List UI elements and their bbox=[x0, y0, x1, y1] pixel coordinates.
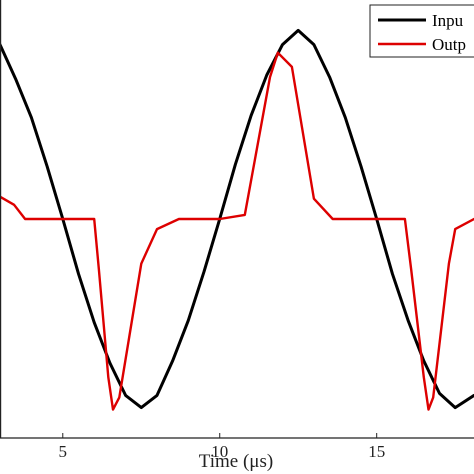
data-point-input-6 bbox=[93, 321, 95, 323]
data-point-input-17 bbox=[266, 74, 268, 76]
x-axis-label: Time (μs) bbox=[199, 451, 273, 472]
data-point-output-1 bbox=[13, 204, 15, 206]
plot-area bbox=[0, 28, 474, 411]
legend-label-input: Inpu bbox=[432, 11, 464, 30]
data-point-output-26 bbox=[454, 228, 456, 230]
legend-label-output: Outp bbox=[432, 35, 466, 54]
data-point-input-11 bbox=[172, 360, 174, 362]
data-point-output-8 bbox=[118, 396, 120, 398]
data-point-output-3 bbox=[62, 218, 64, 220]
data-point-input-9 bbox=[140, 407, 142, 409]
data-point-output-20 bbox=[404, 218, 406, 220]
data-point-input-3 bbox=[46, 165, 48, 167]
data-point-output-19 bbox=[376, 218, 378, 220]
data-point-output-16 bbox=[291, 66, 293, 68]
legend: Inpu Outp bbox=[369, 4, 474, 58]
data-point-output-15 bbox=[277, 52, 279, 54]
data-point-input-15 bbox=[234, 163, 236, 165]
data-point-output-6 bbox=[107, 376, 109, 378]
data-point-input-21 bbox=[329, 76, 331, 78]
data-point-output-17 bbox=[313, 198, 315, 200]
data-point-input-1 bbox=[15, 78, 17, 80]
data-point-input-26 bbox=[407, 319, 409, 321]
data-point-input-25 bbox=[391, 273, 393, 275]
data-point-output-11 bbox=[178, 218, 180, 220]
data-point-output-21 bbox=[410, 269, 412, 271]
data-point-output-5 bbox=[98, 269, 100, 271]
data-point-output-23 bbox=[427, 409, 430, 411]
data-point-output-25 bbox=[448, 263, 450, 265]
data-point-input-29 bbox=[454, 407, 456, 409]
data-point-output-9 bbox=[140, 263, 142, 265]
x-tick-label-15: 15 bbox=[368, 442, 385, 461]
data-point-input-5 bbox=[77, 273, 80, 275]
data-point-output-18 bbox=[332, 218, 334, 220]
data-point-input-10 bbox=[156, 394, 158, 396]
data-point-output-24 bbox=[432, 396, 434, 398]
data-point-input-19 bbox=[297, 29, 299, 31]
data-point-input-22 bbox=[344, 117, 346, 119]
data-point-output-12 bbox=[219, 218, 221, 220]
legend-box bbox=[369, 4, 474, 58]
data-point-input-8 bbox=[125, 394, 127, 396]
data-point-output-7 bbox=[112, 409, 114, 411]
data-point-input-2 bbox=[30, 117, 32, 119]
data-point-input-7 bbox=[109, 362, 111, 364]
data-point-output-10 bbox=[156, 228, 158, 230]
data-point-output-4 bbox=[93, 218, 95, 220]
data-point-input-23 bbox=[360, 165, 362, 167]
data-point-input-27 bbox=[423, 360, 425, 362]
x-tick-label-5: 5 bbox=[59, 442, 68, 461]
data-point-input-28 bbox=[438, 392, 441, 394]
data-point-output-13 bbox=[244, 214, 246, 216]
data-point-output-22 bbox=[423, 376, 425, 378]
data-point-input-13 bbox=[203, 271, 205, 273]
series-line-output bbox=[0, 51, 474, 411]
data-point-output-2 bbox=[24, 218, 26, 220]
data-point-input-16 bbox=[250, 115, 252, 117]
data-point-output-14 bbox=[269, 76, 271, 78]
data-point-input-18 bbox=[281, 44, 284, 46]
x-tick-label-10: 10 bbox=[211, 442, 228, 461]
x-axis: 5 10 15 bbox=[0, 0, 474, 461]
data-point-input-20 bbox=[313, 44, 315, 46]
data-point-input-12 bbox=[187, 319, 189, 321]
